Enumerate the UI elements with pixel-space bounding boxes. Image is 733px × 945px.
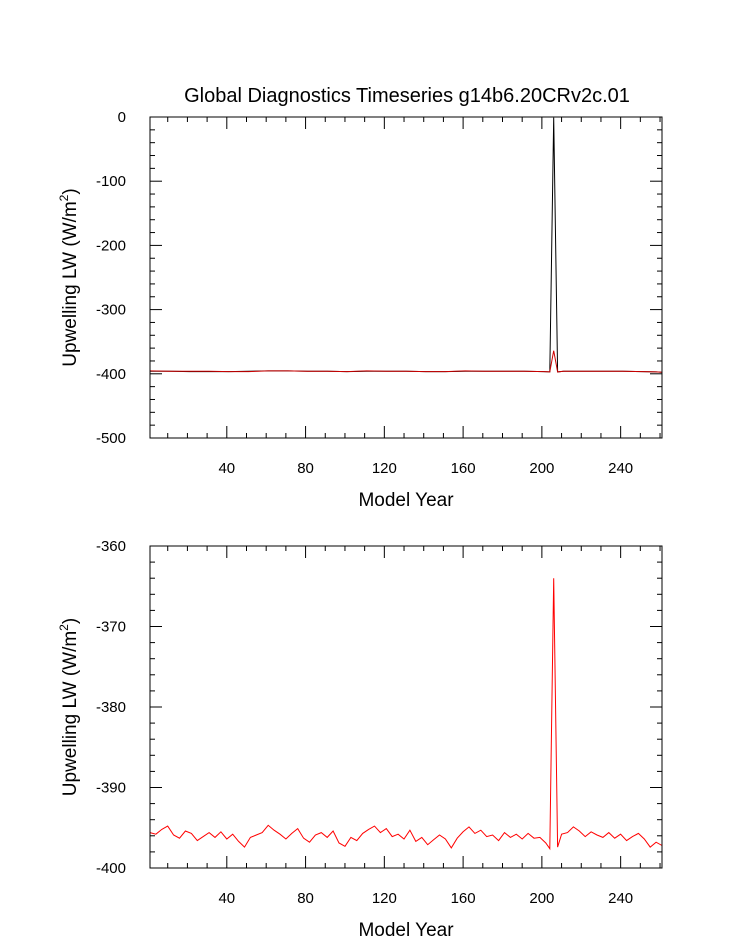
panel-bottom: -360 -370 -380 -390 -400 40 80 120 160 200 240 Mo… — [57, 538, 663, 941]
y-axis-label-close: ) — [60, 618, 81, 624]
y-tick-labels: 0 -100 -200 -300 -400 -500 — [96, 109, 126, 447]
y-tick-label: -400 — [96, 860, 126, 877]
y-tick-label: -380 — [96, 699, 126, 716]
y-axis-label-superscript: 2 — [57, 194, 71, 201]
y-tick-label: -370 — [96, 619, 126, 636]
series-line-1 — [149, 578, 663, 851]
y-tick-label: -500 — [96, 430, 126, 447]
y-axis-label-close: ) — [60, 188, 81, 194]
y-tick-label: -390 — [96, 780, 126, 797]
x-axis-label: Model Year — [358, 920, 454, 941]
panel-top: 0 -100 -200 -300 -400 -500 40 80 120 160 200 240 M… — [57, 109, 663, 511]
y-tick-labels: -360 -370 -380 -390 -400 — [96, 538, 126, 877]
x-tick-labels: 40 80 120 160 200 240 — [218, 890, 633, 907]
series-layer — [149, 117, 663, 373]
x-tick-label: 240 — [608, 890, 633, 907]
y-tick-label: -100 — [96, 173, 126, 190]
x-tick-label: 160 — [451, 460, 476, 477]
series-line-2 — [149, 350, 663, 373]
series-line-1 — [150, 117, 663, 373]
plot-frame — [149, 545, 663, 869]
y-tick-label: -360 — [96, 538, 126, 555]
y-axis-label-main: Upwelling LW (W/m — [60, 631, 81, 796]
y-axis-label-main: Upwelling LW (W/m — [60, 201, 81, 366]
x-axis-label: Model Year — [358, 490, 454, 511]
plot-frame — [149, 116, 663, 439]
y-tick-label: -400 — [96, 366, 126, 383]
x-tick-labels: 40 80 120 160 200 240 — [218, 460, 633, 477]
tick-marks — [150, 545, 662, 869]
x-tick-label: 160 — [451, 890, 476, 907]
tick-marks — [150, 116, 662, 439]
y-axis-label-superscript: 2 — [57, 624, 71, 631]
x-tick-label: 240 — [608, 460, 633, 477]
x-tick-label: 40 — [218, 890, 235, 907]
y-tick-label: -300 — [96, 302, 126, 319]
x-tick-label: 120 — [372, 460, 397, 477]
y-axis-label: Upwelling LW (W/m2) — [57, 188, 81, 366]
x-tick-label: 120 — [372, 890, 397, 907]
x-tick-label: 80 — [297, 890, 314, 907]
x-tick-label: 200 — [529, 890, 554, 907]
y-tick-label: 0 — [118, 109, 126, 126]
x-tick-label: 200 — [529, 460, 554, 477]
y-axis-label: Upwelling LW (W/m2) — [57, 618, 81, 796]
x-tick-label: 40 — [218, 460, 235, 477]
series-layer — [149, 578, 663, 851]
chart-title: Global Diagnostics Timeseries g14b6.20CR… — [184, 85, 630, 107]
x-tick-label: 80 — [297, 460, 314, 477]
y-tick-label: -200 — [96, 237, 126, 254]
